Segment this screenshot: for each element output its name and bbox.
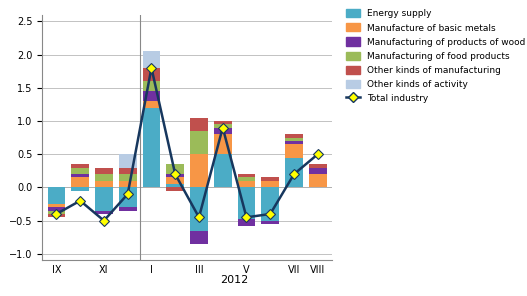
Bar bbox=[238, 178, 256, 181]
Bar bbox=[71, 168, 89, 174]
Bar bbox=[47, 214, 65, 217]
Bar bbox=[119, 181, 136, 187]
Bar bbox=[47, 187, 65, 204]
Bar bbox=[214, 128, 232, 134]
Bar bbox=[285, 138, 303, 141]
Bar bbox=[261, 178, 279, 181]
Bar bbox=[167, 187, 184, 191]
Bar bbox=[190, 231, 208, 244]
Bar bbox=[214, 121, 232, 124]
Bar bbox=[71, 164, 89, 168]
Bar bbox=[95, 174, 113, 181]
Text: 2012: 2012 bbox=[220, 275, 249, 285]
Bar bbox=[214, 124, 232, 128]
Bar bbox=[142, 108, 160, 187]
Bar bbox=[190, 118, 208, 131]
Bar bbox=[142, 101, 160, 108]
Bar bbox=[167, 184, 184, 187]
Bar bbox=[285, 144, 303, 157]
Bar bbox=[95, 181, 113, 187]
Bar bbox=[142, 81, 160, 91]
Bar bbox=[47, 207, 65, 211]
Bar bbox=[309, 174, 327, 187]
Legend: Energy supply, Manufacture of basic metals, Manufacturing of products of wood, M: Energy supply, Manufacture of basic meta… bbox=[345, 7, 527, 105]
Bar bbox=[119, 154, 136, 168]
Bar bbox=[167, 164, 184, 174]
Bar bbox=[285, 157, 303, 187]
Bar bbox=[261, 221, 279, 224]
Bar bbox=[238, 181, 256, 187]
Bar bbox=[47, 211, 65, 214]
Bar bbox=[285, 141, 303, 144]
Bar bbox=[71, 174, 89, 178]
Bar bbox=[119, 168, 136, 174]
Bar bbox=[261, 187, 279, 221]
Bar bbox=[167, 174, 184, 178]
Bar bbox=[238, 219, 256, 226]
Bar bbox=[142, 68, 160, 81]
Bar bbox=[238, 174, 256, 178]
Bar bbox=[71, 178, 89, 187]
Bar bbox=[214, 134, 232, 154]
Bar bbox=[119, 174, 136, 181]
Bar bbox=[285, 134, 303, 138]
Bar bbox=[261, 181, 279, 187]
Bar bbox=[190, 187, 208, 231]
Bar bbox=[95, 211, 113, 214]
Bar bbox=[47, 204, 65, 207]
Bar bbox=[95, 187, 113, 211]
Bar bbox=[142, 91, 160, 101]
Bar bbox=[309, 164, 327, 168]
Bar bbox=[214, 154, 232, 187]
Bar bbox=[190, 154, 208, 187]
Bar bbox=[71, 187, 89, 191]
Bar bbox=[309, 168, 327, 174]
Bar bbox=[190, 131, 208, 154]
Bar bbox=[238, 187, 256, 219]
Bar bbox=[167, 178, 184, 184]
Bar bbox=[119, 207, 136, 211]
Bar bbox=[142, 51, 160, 68]
Bar bbox=[95, 168, 113, 174]
Bar bbox=[119, 187, 136, 207]
